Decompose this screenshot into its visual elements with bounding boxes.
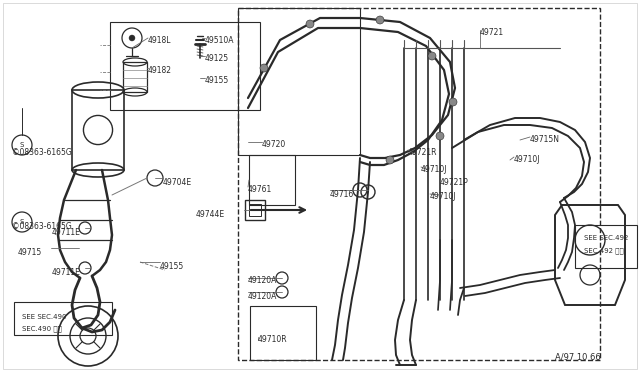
Text: S: S: [19, 219, 24, 225]
Text: 49744E: 49744E: [196, 210, 225, 219]
Text: A/97 10 66: A/97 10 66: [555, 353, 601, 362]
Circle shape: [428, 52, 436, 60]
Text: 49120A: 49120A: [248, 292, 277, 301]
Text: 49710J: 49710J: [430, 192, 456, 201]
Text: 49120A: 49120A: [248, 276, 277, 285]
Circle shape: [386, 156, 394, 164]
Circle shape: [260, 64, 268, 72]
Text: 49704E: 49704E: [163, 178, 192, 187]
Text: SEC.490 参照: SEC.490 参照: [22, 325, 62, 331]
Circle shape: [129, 35, 135, 41]
Text: 49182: 49182: [148, 66, 172, 75]
Text: 49711E: 49711E: [52, 268, 81, 277]
Text: 49710R: 49710R: [258, 335, 287, 344]
Text: 49715N: 49715N: [530, 135, 560, 144]
Text: 4918L: 4918L: [148, 36, 172, 45]
Circle shape: [376, 16, 384, 24]
Text: 49721P: 49721P: [440, 178, 468, 187]
Text: S: S: [19, 142, 24, 148]
Text: 49710J: 49710J: [421, 165, 447, 174]
Text: ©08363-6165G: ©08363-6165G: [12, 148, 72, 157]
Text: 49711E: 49711E: [52, 228, 81, 237]
Text: 49155: 49155: [205, 76, 229, 85]
Text: 49510A: 49510A: [205, 36, 234, 45]
Text: 49710J: 49710J: [514, 155, 541, 164]
Text: SEE SEC.492: SEE SEC.492: [584, 235, 628, 241]
Text: 49715: 49715: [18, 248, 42, 257]
Text: ©08363-6165G: ©08363-6165G: [12, 222, 72, 231]
Circle shape: [449, 98, 457, 106]
Text: SEE SEC.490: SEE SEC.490: [22, 314, 67, 320]
Text: 49720: 49720: [262, 140, 286, 149]
Text: 49125: 49125: [205, 54, 229, 63]
Text: 49721R: 49721R: [408, 148, 438, 157]
Text: SEC.492 参照: SEC.492 参照: [584, 247, 624, 254]
Text: 49716: 49716: [330, 190, 355, 199]
Circle shape: [436, 132, 444, 140]
Text: 49155: 49155: [160, 262, 184, 271]
Text: 49721: 49721: [480, 28, 504, 37]
Circle shape: [306, 20, 314, 28]
Text: 49761: 49761: [248, 185, 272, 194]
